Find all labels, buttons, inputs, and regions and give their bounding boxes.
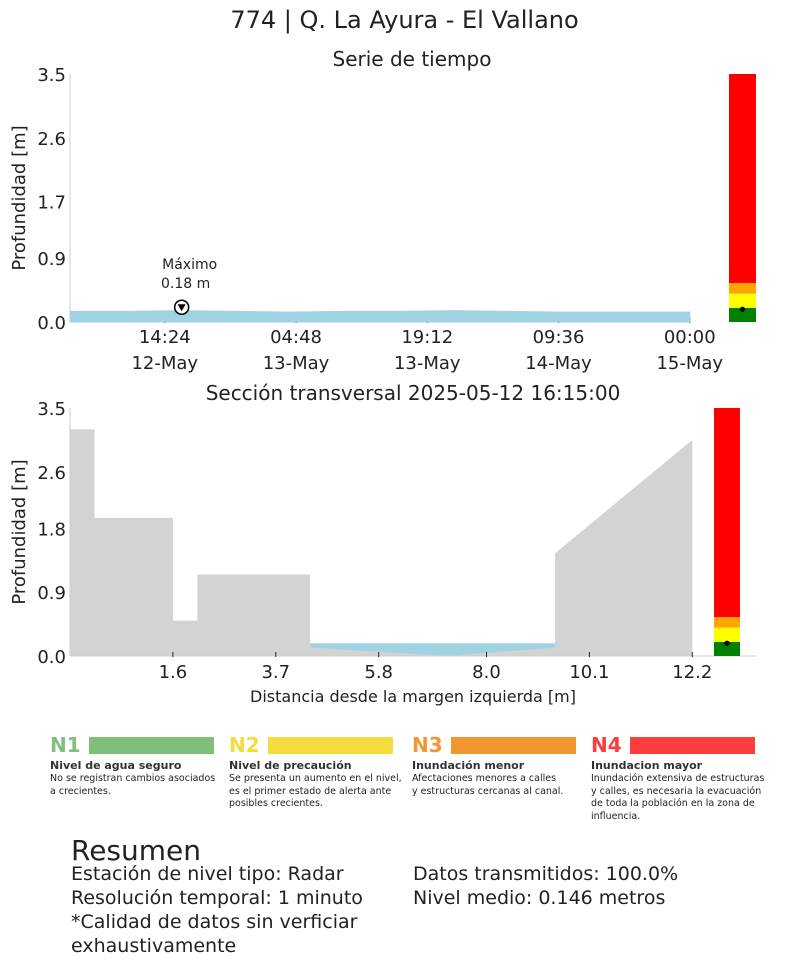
summary-heading: Resumen [71,834,202,867]
chart2-ytick-label: 3.5 [37,399,66,420]
chart1-ylabel: Profundidad [m] [9,125,30,270]
chart2-title: Sección transversal 2025-05-12 16:15:00 [206,381,621,405]
summary-transmitted: Datos transmitidos: 100.0% [413,863,679,885]
legend-code: N2 [229,733,260,757]
legend-level-name: Inundación menor [412,759,525,772]
chart1-title: Serie de tiempo [333,47,492,71]
chart2-xtick-label: 1.6 [159,662,188,683]
chart1-xtick-date: 13-May [263,353,330,374]
chart2-xtick-label: 8.0 [472,662,501,683]
chart2-xtick-label: 5.8 [364,662,393,683]
legend-description-line: Inundación extensiva de estructuras [591,773,765,784]
chart2-terrain [70,429,693,656]
summary-quality-note: *Calidad de datos sin verficiar [71,911,358,933]
chart1-xtick-time: 09:36 [533,327,585,348]
legend-color-bar [630,737,755,754]
cross-section-chart: Sección transversal 2025-05-12 16:15:00 P… [9,381,756,706]
chart2-ytick-label: 0.9 [37,583,66,604]
alert-level-legend: N1 Nivel de agua seguro No se registran ca… [0,733,809,833]
legend-color-bar [89,737,214,754]
chart1-max-annotation-label: Máximo [162,257,217,273]
legend-description-line: influencia. [591,810,641,822]
chart1-xtick-date: 14-May [525,353,592,374]
legend-description-line: Se presenta un aumento en el nivel, [229,773,402,784]
summary-mean-level: Nivel medio: 0.146 metros [413,887,666,909]
summary-left: Estación de nivel tipo: Radar Resolución… [71,862,363,958]
legend-level-name: Inundacion mayor [591,759,703,772]
chart1-xtick-time: 14:24 [139,327,191,348]
chart1-ytick-label: 1.7 [37,193,66,214]
chart2-ytick-label: 0.0 [37,647,66,668]
legend-level-name: Nivel de precaución [229,759,352,772]
chart1-level-n2 [729,293,756,308]
chart1-xtick-date: 12-May [131,353,198,374]
chart2-xtick-label: 12.2 [672,662,712,683]
chart2-xtick-label: 10.1 [569,662,609,683]
chart2-level-n2 [714,627,740,642]
legend-code: N3 [412,733,443,757]
chart2-water [310,643,556,656]
chart1-ytick-label: 2.6 [37,129,66,150]
chart1-ytick-label: 0.0 [37,313,66,334]
chart1-xtick-date: 15-May [656,353,723,374]
chart1-xtick-date: 13-May [394,353,461,374]
chart1-xtick-time: 00:00 [664,327,716,348]
chart2-level-n4 [714,408,740,618]
chart1-max-annotation-value: 0.18 m [161,276,210,292]
chart1-xtick-time: 19:12 [401,327,453,348]
legend-code: N1 [50,733,81,757]
chart1-xtick-time: 04:48 [270,327,322,348]
legend-description-line: es el primer estado de alerta ante [229,785,392,797]
chart1-depth-series [69,310,691,323]
legend-color-bar [451,737,576,754]
chart1-level-n1 [729,307,756,322]
legend-code: N4 [591,733,622,757]
legend-description-line: Afectaciones menores a calles [412,773,557,784]
summary-station-type: Estación de nivel tipo: Radar [71,863,344,885]
legend-level-description: Afectaciones menores a calles y estructur… [412,773,563,798]
chart2-xtick-label: 3.7 [261,662,290,683]
chart2-xlabel: Distancia desde la margen izquierda [m] [250,687,576,706]
chart1-max-marker-arrow [177,304,186,312]
legend-description-line: posibles crecientes. [229,798,323,809]
legend-description-line: y calles, es necesaria la evacuación [591,785,762,797]
chart1-ytick-label: 3.5 [37,65,66,86]
chart1-level-n3 [729,283,756,294]
legend-level-description: Inundación extensiva de estructuras y cal… [591,773,764,823]
chart2-level-n1 [714,641,740,656]
chart1-ytick-label: 0.9 [37,249,66,270]
chart1-current-level-marker [739,306,746,312]
legend-description-line: de toda la población en la zona de [591,798,755,809]
legend-description-line: No se registran cambios asociados [50,773,216,784]
page-title: 774 | Q. La Ayura - El Vallano [230,6,579,34]
legend-description-line: y estructuras cercanas al canal. [412,785,564,797]
legend-description-line: a crecientes. [50,785,111,797]
chart2-level-n3 [714,617,740,628]
summary-resolution: Resolución temporal: 1 minuto [71,887,363,909]
legend-color-bar [268,737,393,754]
chart2-ytick-label: 2.6 [37,463,66,484]
chart2-ylabel: Profundidad [m] [9,459,30,604]
summary-right: Datos transmitidos: 100.0% Nivel medio: … [413,862,678,910]
legend-level-description: Se presenta un aumento en el nivel, es el… [229,773,402,811]
summary-quality-note-cont: exhaustivamente [71,935,237,957]
time-series-chart: Serie de tiempo Profundidad [m] 0.0 0.9 1.7 2… [9,47,756,374]
legend-level-name: Nivel de agua seguro [50,759,182,772]
chart1-level-n4 [729,74,756,284]
chart2-current-level-marker [724,640,730,646]
chart2-ytick-label: 1.8 [37,519,66,540]
legend-level-description: No se registran cambios asociados a creci… [50,773,215,798]
